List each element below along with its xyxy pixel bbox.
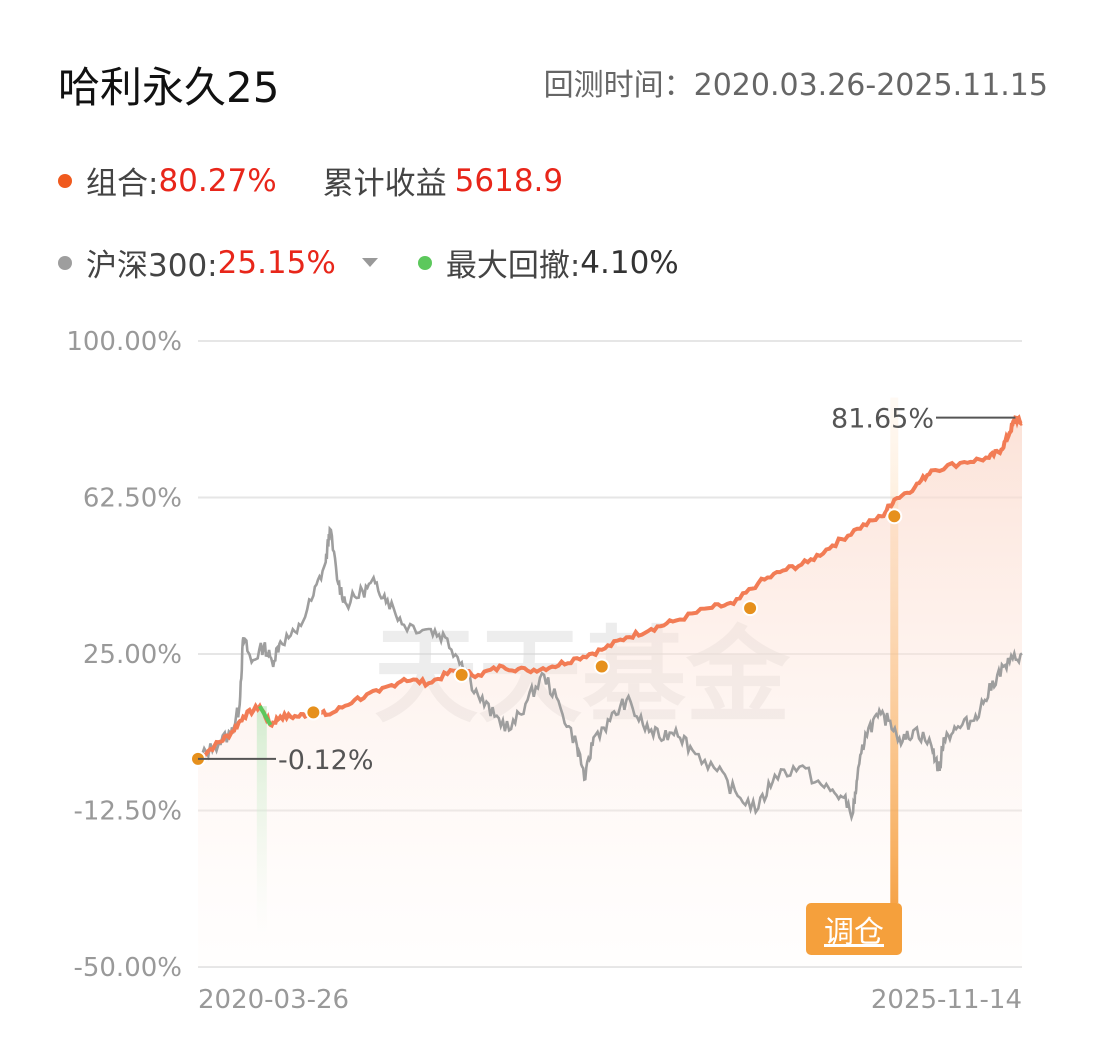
cumulative-label: 累计收益 xyxy=(322,166,447,202)
portfolio-value: 80.27% xyxy=(158,162,277,199)
rebalance-point xyxy=(305,704,322,721)
benchmark-dot-icon xyxy=(58,255,72,270)
rebalance-point xyxy=(742,600,759,617)
drawdown-dot-icon xyxy=(417,255,432,270)
rebalance-point xyxy=(453,666,470,683)
x-tick-label: 2020-03-26 xyxy=(198,985,349,1015)
portfolio-area xyxy=(198,417,1022,968)
rebalance-point xyxy=(593,658,610,675)
portfolio-dot-icon xyxy=(58,173,72,188)
legend-row-portfolio: 组合: 80.27% 累计收益 5618.9 xyxy=(58,158,563,203)
portfolio-label: 组合: xyxy=(86,166,159,202)
rebalance-button[interactable]: 调仓 xyxy=(806,903,902,955)
caret-down-icon[interactable] xyxy=(361,258,378,267)
drawdown-segment xyxy=(258,705,273,726)
x-axis-ticks: 2020-03-26 2025-11-14 xyxy=(198,985,1022,1015)
y-tick-label: 100.00% xyxy=(66,327,182,357)
backtest-period: 回测时间：2020.03.26-2025.11.15 xyxy=(544,60,1048,104)
y-tick-label: -12.50% xyxy=(73,797,182,827)
series-line-portfolio xyxy=(196,414,1023,761)
drawdown-label: 最大回撤: xyxy=(445,248,581,284)
period-label: 回测时间： xyxy=(543,68,694,103)
period-value: 2020.03.26-2025.11.15 xyxy=(693,68,1048,103)
return-chart[interactable]: 100.00% 62.50% 25.00% -12.50% -50.00% 2020-0… xyxy=(0,300,1096,1030)
rebalance-marker-band xyxy=(890,397,899,903)
min-label: -0.12% xyxy=(278,745,374,776)
x-tick-label: 2025-11-14 xyxy=(871,985,1022,1015)
page-title: 哈利永久25 xyxy=(58,63,280,112)
y-tick-label: 62.50% xyxy=(83,484,182,514)
rebalance-point xyxy=(886,508,903,525)
y-axis-ticks: 100.00% 62.50% 25.00% -12.50% -50.00% xyxy=(66,327,182,983)
y-tick-label: -50.00% xyxy=(73,953,182,983)
max-label: 81.65% xyxy=(831,404,934,435)
drawdown-value: 4.10% xyxy=(580,244,679,281)
benchmark-label: 沪深300: xyxy=(86,248,218,284)
benchmark-value: 25.15% xyxy=(217,244,336,281)
y-tick-label: 25.00% xyxy=(83,640,182,670)
legend-row-benchmark: 沪深300: 25.15% 最大回撤: 4.10% xyxy=(58,240,679,285)
drawdown-band xyxy=(256,706,267,937)
cumulative-value: 5618.9 xyxy=(454,162,564,199)
series-line-benchmark xyxy=(196,525,1023,823)
